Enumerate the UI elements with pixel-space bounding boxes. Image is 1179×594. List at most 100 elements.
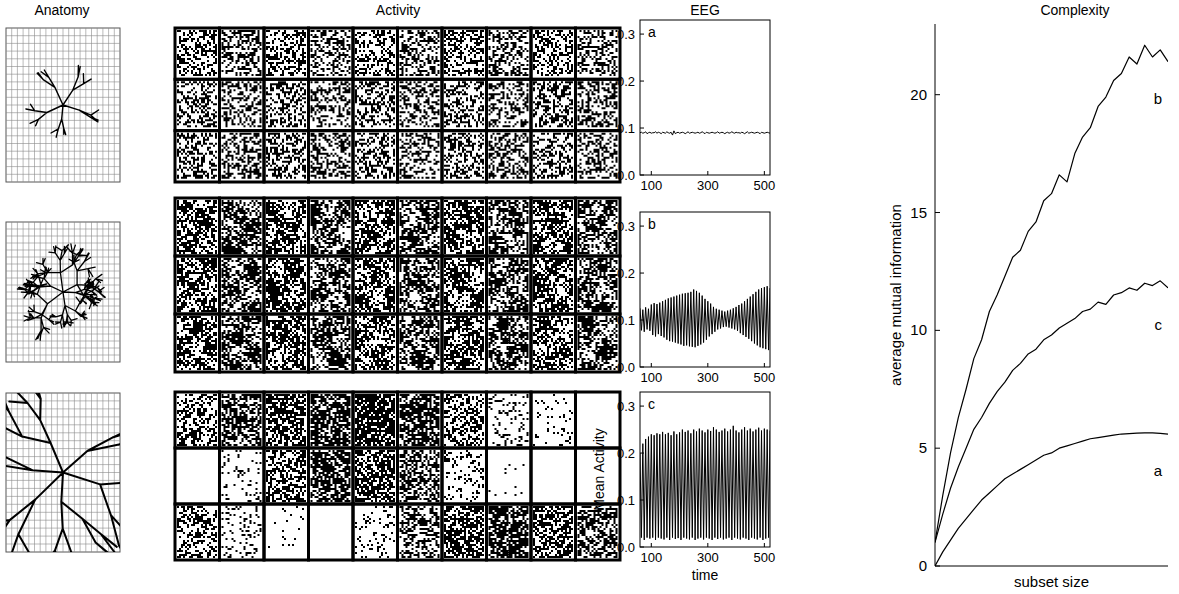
- activity-texture: [533, 200, 573, 254]
- activity-texture: [578, 316, 618, 370]
- activity-texture: [444, 200, 484, 254]
- activity-texture: [266, 258, 306, 312]
- activity-frame: [398, 198, 443, 256]
- activity-texture: [222, 200, 262, 254]
- y-tick-label: 15: [910, 204, 927, 221]
- activity-frame: [398, 79, 443, 130]
- activity-frame: [220, 79, 265, 130]
- activity-texture: [222, 450, 262, 502]
- activity-frame: [264, 28, 309, 79]
- activity-frame: [264, 392, 309, 448]
- dendrite-tree: [6, 393, 120, 552]
- figure: AnatomyActivityEEGComplexity0.00.10.20.3…: [0, 0, 1179, 594]
- activity-frame: [576, 131, 621, 182]
- activity-texture: [311, 30, 351, 76]
- activity-texture: [266, 200, 306, 254]
- x-tick: [764, 171, 765, 175]
- activity-frame: [442, 448, 487, 504]
- line-series: [935, 281, 1168, 543]
- activity-texture: [266, 450, 306, 502]
- activity-frame: [220, 392, 265, 448]
- activity-texture: [266, 394, 306, 446]
- anatomy-frame: [6, 222, 120, 362]
- activity-texture: [489, 506, 529, 558]
- column-header: Anatomy: [34, 2, 89, 18]
- series-group: [640, 426, 770, 540]
- activity-frame: [442, 79, 487, 130]
- activity-texture: [355, 30, 395, 76]
- activity-texture: [400, 394, 440, 446]
- y-tick: [935, 212, 940, 213]
- y-tick-label: 0.1: [617, 121, 635, 136]
- activity-frame: [175, 198, 220, 256]
- line-series: [640, 131, 770, 135]
- anatomy-panel: [6, 222, 120, 362]
- activity-texture: [311, 316, 351, 370]
- series-group: [640, 286, 770, 350]
- activity-texture: [400, 450, 440, 502]
- activity-texture: [177, 394, 217, 446]
- activity-frame: [220, 131, 265, 182]
- activity-texture: [222, 258, 262, 312]
- y-tick: [640, 34, 644, 35]
- activity-frame: [442, 314, 487, 372]
- activity-frame: [175, 392, 220, 448]
- activity-frame: [487, 314, 532, 372]
- activity-texture: [177, 30, 217, 76]
- activity-frame: [175, 28, 220, 79]
- x-tick-label: 100: [640, 178, 662, 193]
- activity-frame: [353, 314, 398, 372]
- activity-frame: [531, 79, 576, 130]
- activity-frame: [531, 198, 576, 256]
- dendrite-tree: [17, 244, 105, 340]
- activity-texture: [444, 133, 484, 179]
- x-tick-label: 100: [640, 550, 662, 565]
- activity-texture: [311, 133, 351, 179]
- activity-frame: [487, 256, 532, 314]
- activity-texture: [355, 506, 395, 558]
- x-tick: [651, 363, 652, 367]
- y-tick-label: 0.3: [617, 219, 635, 234]
- activity-frame: [309, 198, 354, 256]
- activity-texture: [533, 506, 573, 558]
- activity-frame: [309, 79, 354, 130]
- activity-frame: [442, 131, 487, 182]
- activity-frame: [220, 28, 265, 79]
- activity-frame: [264, 448, 309, 504]
- activity-frame: [487, 28, 532, 79]
- activity-texture: [355, 394, 395, 446]
- activity-texture: [444, 394, 484, 446]
- x-tick-label: 300: [697, 178, 719, 193]
- activity-texture: [222, 81, 262, 127]
- activity-texture: [266, 30, 306, 76]
- line-series: [640, 426, 770, 540]
- y-tick: [640, 128, 644, 129]
- anatomy-grid: [6, 222, 120, 362]
- activity-texture: [355, 133, 395, 179]
- activity-texture: [444, 316, 484, 370]
- activity-panel: [175, 198, 620, 372]
- y-tick-label: 0.2: [617, 266, 635, 281]
- column-header: Activity: [376, 2, 420, 18]
- curve-label: a: [1154, 462, 1163, 479]
- activity-texture: [311, 258, 351, 312]
- activity-frame: [353, 504, 398, 560]
- activity-texture: [222, 394, 262, 446]
- plot-frame: [640, 20, 770, 175]
- activity-frame: [220, 314, 265, 372]
- column-header: EEG: [690, 2, 720, 18]
- activity-texture: [578, 506, 618, 558]
- activity-texture: [266, 133, 306, 179]
- y-tick: [640, 273, 644, 274]
- activity-frame: [531, 256, 576, 314]
- activity-texture: [578, 30, 618, 76]
- x-tick: [764, 543, 765, 547]
- activity-texture: [400, 258, 440, 312]
- activity-frame: [398, 448, 443, 504]
- x-tick: [707, 363, 708, 367]
- y-tick: [935, 330, 940, 331]
- activity-texture: [400, 316, 440, 370]
- activity-frame: [442, 504, 487, 560]
- y-tick: [640, 406, 644, 407]
- activity-texture: [268, 506, 304, 548]
